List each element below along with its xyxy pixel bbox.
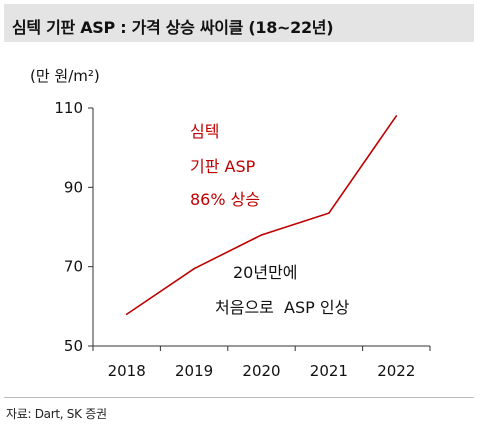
annotation-red: 기판 ASP — [190, 157, 256, 176]
data-point — [328, 212, 330, 214]
data-point — [193, 267, 195, 270]
annotation-black: 처음으로 ASP 인상 — [215, 298, 350, 317]
y-tick-label: 50 — [64, 337, 83, 355]
source-note: 자료: Dart, SK 증권 — [6, 407, 107, 421]
data-point — [260, 234, 263, 236]
y-tick-label: 110 — [54, 99, 83, 117]
annotation-red: 86% 상승 — [190, 190, 260, 209]
page-title: 심텍 기판 ASP : 가격 상승 싸이클 (18~22년) — [12, 18, 334, 37]
x-tick-label: 2020 — [242, 362, 280, 380]
series-line — [126, 115, 397, 315]
unit-label: (만 원/m²) — [30, 67, 100, 85]
x-tick-label: 2022 — [377, 362, 415, 380]
annotation-black: 20년만에 — [233, 263, 298, 282]
x-tick-label: 2018 — [108, 362, 146, 380]
series-layer — [125, 115, 398, 316]
y-axis: 50 70 90 110 — [54, 99, 94, 355]
y-tick-label: 90 — [64, 178, 83, 196]
data-point — [125, 313, 128, 316]
footer-divider — [4, 397, 474, 398]
x-tick-label: 2021 — [310, 362, 348, 380]
annotation-red: 심텍 — [190, 122, 219, 141]
title-bar: 심텍 기판 ASP : 가격 상승 싸이클 (18~22년) — [4, 4, 474, 42]
data-point — [395, 115, 398, 117]
x-axis: 2018 2019 2020 2021 2022 — [92, 345, 431, 380]
y-tick-label: 70 — [64, 258, 83, 276]
x-tick-label: 2019 — [175, 362, 213, 380]
